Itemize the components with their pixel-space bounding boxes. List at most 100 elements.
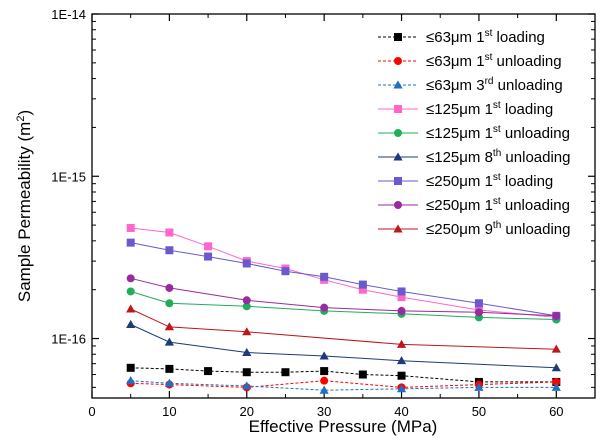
data-point (397, 293, 406, 302)
data-point (551, 382, 561, 391)
data-point (165, 364, 174, 373)
legend-item: ≤250μm 9th unloading (378, 220, 571, 238)
data-point (242, 368, 251, 377)
data-point (126, 304, 136, 313)
x-axis-label: Effective Pressure (MPa) (249, 417, 438, 436)
series-layer (126, 223, 561, 394)
legend-label: ≤63μm 1st loading (426, 28, 545, 46)
data-point (474, 308, 483, 317)
legend-item: ≤250μm 1st unloading (378, 196, 570, 214)
data-point (320, 376, 329, 385)
data-point (320, 303, 329, 312)
data-point (396, 339, 407, 348)
series-line (130, 242, 557, 317)
data-point (126, 363, 135, 372)
data-point (242, 296, 251, 305)
series-line (130, 308, 557, 350)
legend-swatch-marker (393, 224, 403, 233)
legend-item: ≤125μm 1st loading (378, 100, 553, 118)
data-point (242, 347, 252, 356)
legend-swatch-marker (394, 129, 402, 137)
series-0 (126, 363, 561, 386)
legend-label: ≤125μm 1st unloading (426, 124, 570, 142)
data-point (358, 280, 367, 289)
y-tick-label: 1E-15 (51, 169, 86, 184)
data-point (396, 384, 407, 393)
data-point (242, 381, 252, 390)
legend-swatch-marker (394, 201, 402, 209)
x-tick-label: 10 (162, 404, 176, 419)
data-point (126, 274, 135, 283)
plot-frame (91, 13, 596, 399)
legend-item: ≤250μm 1st loading (378, 172, 553, 190)
legend-item: ≤125μm 8th unloading (378, 148, 571, 166)
data-point (126, 319, 136, 328)
data-point (164, 378, 174, 387)
data-point (126, 287, 135, 296)
legend-swatch-marker (393, 152, 403, 161)
data-point (165, 228, 174, 237)
data-point (126, 223, 135, 232)
data-point (281, 267, 290, 276)
data-point (320, 272, 329, 281)
legend-label: ≤250μm 9th unloading (426, 220, 571, 238)
x-tick-label: 20 (240, 404, 254, 419)
legend-label: ≤125μm 1st loading (426, 100, 553, 118)
data-point (397, 306, 406, 315)
data-point (358, 370, 367, 379)
x-tick-label: 0 (88, 404, 95, 419)
y-tick-label: 1E-14 (51, 7, 86, 22)
x-tick-label: 30 (317, 404, 331, 419)
series-5 (126, 319, 561, 372)
data-point (319, 351, 329, 360)
x-tick-label: 40 (394, 404, 408, 419)
legend-swatch-marker (393, 80, 403, 89)
data-point (551, 363, 561, 372)
y-axis: 1E-16 1E-15 1E-14 (51, 7, 595, 388)
data-point (242, 302, 251, 311)
data-point (204, 252, 213, 261)
legend-item: ≤63μm 1st loading (378, 28, 545, 46)
series-line (130, 324, 557, 369)
legend-label: ≤63μm 3rd unloading (426, 76, 563, 94)
legend: ≤63μm 1st loading ≤63μm 1st unloading ≤63μ… (378, 28, 571, 238)
legend-item: ≤63μm 3rd unloading (378, 76, 563, 94)
data-point (319, 385, 329, 394)
data-point (126, 376, 136, 385)
data-point (474, 299, 483, 308)
legend-item: ≤125μm 1st unloading (378, 124, 570, 142)
data-point (396, 356, 407, 365)
x-tick-label: 50 (472, 404, 486, 419)
data-point (551, 344, 561, 353)
series-7 (126, 274, 561, 320)
data-point (358, 285, 367, 294)
legend-swatch-marker (394, 33, 402, 41)
series-6 (126, 238, 561, 320)
y-axis-label: Sample Permeability (m2) (15, 110, 34, 302)
data-point (165, 283, 174, 292)
series-8 (126, 304, 561, 353)
data-point (397, 371, 406, 380)
data-point (164, 322, 174, 331)
data-point (474, 382, 484, 391)
y-tick-label: 1E-16 (51, 332, 86, 347)
data-point (164, 337, 174, 346)
legend-label: ≤63μm 1st unloading (426, 52, 562, 70)
legend-item: ≤63μm 1st unloading (378, 52, 562, 70)
legend-swatch-marker (394, 177, 402, 185)
data-point (281, 368, 290, 377)
data-point (126, 238, 135, 247)
x-axis: 0 10 20 30 40 50 60 (88, 14, 596, 419)
legend-swatch-marker (394, 57, 402, 65)
series-line (130, 277, 557, 317)
data-point (165, 246, 174, 255)
legend-label: ≤250μm 1st loading (426, 172, 553, 190)
data-point (242, 327, 252, 336)
series-line (130, 367, 557, 383)
x-tick-label: 60 (549, 404, 563, 419)
data-point (552, 377, 561, 386)
data-point (552, 311, 561, 320)
data-point (204, 367, 213, 376)
